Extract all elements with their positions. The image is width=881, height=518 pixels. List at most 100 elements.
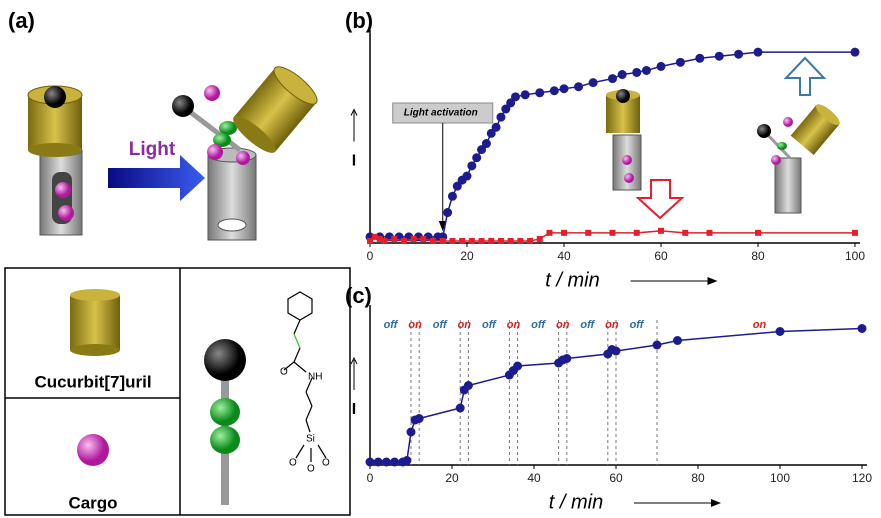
cucurbituril bbox=[229, 61, 322, 158]
atom: Si bbox=[306, 434, 315, 445]
marker bbox=[463, 172, 472, 181]
marker bbox=[561, 230, 567, 236]
state-label: off bbox=[433, 319, 448, 331]
x-tick-label: 120 bbox=[852, 471, 872, 485]
marker bbox=[482, 139, 491, 148]
marker bbox=[513, 362, 522, 371]
x-tick-label: 20 bbox=[460, 249, 474, 263]
marker bbox=[430, 238, 436, 244]
marker bbox=[755, 230, 761, 236]
legend-label: Cargo bbox=[68, 493, 117, 512]
marker bbox=[658, 228, 664, 234]
marker bbox=[456, 404, 465, 413]
marker bbox=[391, 236, 397, 242]
state-label: on bbox=[458, 319, 472, 331]
state-label: off bbox=[630, 319, 645, 331]
stopper bbox=[172, 95, 194, 117]
marker bbox=[390, 458, 399, 467]
stopper bbox=[44, 86, 66, 108]
legend-label: Cucurbit[7]uril bbox=[34, 372, 151, 391]
marker bbox=[366, 458, 375, 467]
marker bbox=[574, 82, 583, 91]
state-label: on bbox=[605, 319, 619, 331]
marker bbox=[537, 236, 543, 242]
marker bbox=[449, 238, 455, 244]
marker bbox=[852, 230, 858, 236]
linker bbox=[210, 426, 240, 454]
cucurbituril-bottom bbox=[70, 344, 120, 356]
atom: O bbox=[307, 464, 315, 475]
marker bbox=[682, 230, 688, 236]
marker bbox=[459, 238, 465, 244]
x-arrow-head bbox=[708, 277, 718, 285]
marker bbox=[546, 230, 552, 236]
x-tick-label: 20 bbox=[445, 471, 459, 485]
x-tick-label: 60 bbox=[609, 471, 623, 485]
marker bbox=[488, 238, 494, 244]
marker bbox=[508, 238, 514, 244]
cargo bbox=[55, 182, 71, 198]
marker bbox=[695, 54, 704, 63]
x-axis-label: t / min bbox=[545, 269, 599, 291]
panel-label: (c) bbox=[345, 283, 372, 308]
marker bbox=[632, 68, 641, 77]
marker bbox=[612, 347, 621, 356]
cucurbituril-top bbox=[70, 289, 120, 301]
marker bbox=[715, 52, 724, 61]
cargo-icon bbox=[77, 434, 109, 466]
state-label: off bbox=[384, 319, 399, 331]
marker bbox=[511, 92, 520, 101]
marker bbox=[469, 238, 475, 244]
atom: O bbox=[322, 458, 330, 469]
x-tick-label: 40 bbox=[557, 249, 571, 263]
marker bbox=[498, 238, 504, 244]
marker bbox=[517, 238, 523, 244]
holder-hole bbox=[218, 219, 246, 231]
marker bbox=[415, 414, 424, 423]
atom: O bbox=[280, 367, 288, 378]
marker bbox=[858, 324, 867, 333]
marker bbox=[443, 208, 452, 217]
marker bbox=[496, 113, 505, 122]
figure: (a) Light Cucurbit[7]uril Cargo O NH Si … bbox=[0, 0, 881, 518]
marker bbox=[374, 458, 383, 467]
marker bbox=[634, 230, 640, 236]
marker bbox=[401, 238, 407, 244]
annotation: Light activation bbox=[404, 108, 478, 119]
x-tick-label: 40 bbox=[527, 471, 541, 485]
marker bbox=[402, 456, 411, 465]
marker bbox=[585, 230, 591, 236]
cargo bbox=[207, 144, 223, 160]
state-label: off bbox=[580, 319, 595, 331]
state-label: on bbox=[556, 319, 570, 331]
legend-box bbox=[5, 268, 350, 515]
state-label: on bbox=[408, 319, 422, 331]
state-label: on bbox=[507, 319, 521, 331]
marker bbox=[673, 336, 682, 345]
marker bbox=[707, 230, 713, 236]
x-tick-label: 0 bbox=[367, 249, 374, 263]
marker bbox=[851, 48, 860, 57]
panel-a: (a) Light Cucurbit[7]uril Cargo O NH Si … bbox=[5, 8, 350, 515]
marker bbox=[492, 123, 501, 132]
linker bbox=[210, 398, 240, 426]
x-tick-label: 0 bbox=[367, 471, 374, 485]
marker bbox=[754, 48, 763, 57]
x-axis-label: t / min bbox=[549, 491, 603, 513]
x-tick-label: 80 bbox=[751, 249, 765, 263]
cucurbituril-icon bbox=[70, 295, 120, 350]
cargo bbox=[236, 151, 250, 165]
panel-label: (b) bbox=[345, 8, 373, 33]
marker bbox=[472, 153, 481, 162]
marker bbox=[382, 458, 391, 467]
x-arrow-head bbox=[711, 499, 721, 507]
marker bbox=[521, 90, 530, 99]
x-tick-label: 60 bbox=[654, 249, 668, 263]
marker bbox=[734, 50, 743, 59]
marker bbox=[562, 354, 571, 363]
panel-label: (a) bbox=[8, 8, 35, 33]
marker bbox=[657, 62, 666, 71]
marker bbox=[535, 88, 544, 97]
marker bbox=[610, 230, 616, 236]
light-arrow bbox=[108, 155, 205, 201]
